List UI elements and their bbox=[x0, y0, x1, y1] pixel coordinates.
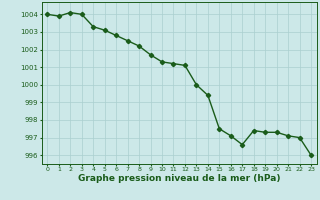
X-axis label: Graphe pression niveau de la mer (hPa): Graphe pression niveau de la mer (hPa) bbox=[78, 174, 280, 183]
